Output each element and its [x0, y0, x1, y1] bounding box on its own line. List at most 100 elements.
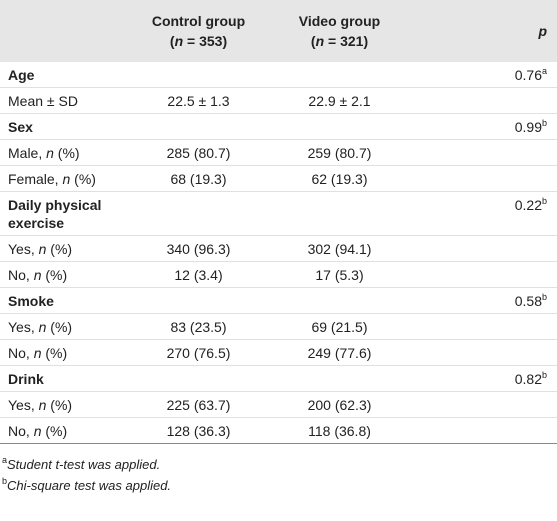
text: = 321)	[324, 33, 369, 49]
text: Female,	[8, 171, 63, 187]
cell	[422, 391, 557, 418]
italic-text: n	[38, 397, 47, 413]
italic-text: n	[38, 241, 47, 257]
italic-text: n	[46, 145, 54, 161]
text: (%)	[41, 345, 68, 361]
text: No,	[8, 267, 34, 283]
data-row: Male, n (%) 285 (80.7) 259 (80.7)	[0, 139, 557, 166]
cell: 200 (62.3)	[257, 391, 422, 418]
italic-text: n	[38, 319, 47, 335]
footnote: aStudent t-test was applied.	[2, 454, 557, 475]
cell: 83 (23.5)	[140, 313, 257, 340]
text: No,	[8, 423, 34, 439]
text: 225 (63.7)	[166, 397, 231, 413]
text: Control group	[151, 13, 246, 29]
cell: Yes, n (%)	[0, 235, 140, 262]
data-row: Female, n (%) 68 (19.3) 62 (19.3)	[0, 165, 557, 192]
cell	[422, 235, 557, 262]
cell: Drink	[0, 365, 140, 392]
cell: Smoke	[0, 287, 140, 314]
italic-text: n	[174, 33, 184, 49]
text: Video group	[298, 13, 381, 29]
cell: 128 (36.3)	[140, 417, 257, 444]
text: 118 (36.8)	[308, 423, 371, 439]
header-line: (n = 353)	[140, 31, 257, 51]
text: = 353)	[183, 33, 228, 49]
text: No,	[8, 345, 34, 361]
header-cell: p	[422, 0, 557, 62]
text: 259 (80.7)	[307, 145, 372, 161]
cell: 22.5 ± 1.3	[140, 87, 257, 114]
data-row: Yes, n (%) 225 (63.7) 200 (62.3)	[0, 391, 557, 418]
text: Mean ± SD	[8, 93, 78, 109]
cell: 62 (19.3)	[257, 165, 422, 192]
cell: 22.9 ± 2.1	[257, 87, 422, 114]
italic-text: n	[62, 171, 71, 187]
cell	[422, 313, 557, 340]
footnotes: aStudent t-test was applied. bChi-square …	[0, 444, 557, 496]
cell: 259 (80.7)	[257, 139, 422, 166]
text: Male,	[8, 145, 47, 161]
cell: 0.76a	[422, 62, 557, 88]
cell: 0.82b	[422, 365, 557, 392]
header-row: Control group (n = 353) Video group (n = 32…	[0, 0, 557, 62]
cell: 340 (96.3)	[140, 235, 257, 262]
cell: 12 (3.4)	[140, 261, 257, 288]
header-cell: Video group (n = 321)	[257, 0, 422, 62]
text: (	[169, 33, 175, 49]
text: Smoke	[8, 293, 54, 309]
cell: Yes, n (%)	[0, 391, 140, 418]
text: 68 (19.3)	[170, 171, 227, 187]
text: 270 (76.5)	[166, 345, 231, 361]
cell	[257, 191, 422, 236]
text: (%)	[70, 171, 96, 187]
superscript: b	[541, 118, 547, 128]
text: 340 (96.3)	[166, 241, 231, 257]
data-row: No, n (%) 128 (36.3) 118 (36.8)	[0, 417, 557, 444]
superscript: b	[2, 476, 8, 486]
cell	[422, 87, 557, 114]
text: (%)	[53, 145, 80, 161]
text: 0.76	[514, 67, 542, 83]
header-line: p	[422, 21, 547, 41]
table: Control group (n = 353) Video group (n = 32…	[0, 0, 557, 444]
data-row: Mean ± SD 22.5 ± 1.3 22.9 ± 2.1	[0, 87, 557, 114]
text: 0.58	[514, 293, 542, 309]
header-line: Video group	[257, 11, 422, 31]
cell: Female, n (%)	[0, 165, 140, 192]
italic-text: p	[538, 23, 547, 39]
cell	[257, 287, 422, 314]
text: 62 (19.3)	[311, 171, 368, 187]
italic-text: n	[33, 423, 42, 439]
superscript: a	[541, 66, 547, 76]
text: 0.82	[514, 371, 542, 387]
cell: Yes, n (%)	[0, 313, 140, 340]
superscript: a	[2, 455, 8, 465]
italic-text: n	[315, 33, 325, 49]
cell: No, n (%)	[0, 339, 140, 366]
text: 17 (5.3)	[315, 267, 364, 283]
cell: Age	[0, 62, 140, 88]
text: Drink	[8, 371, 44, 387]
cell	[422, 139, 557, 166]
text: 69 (21.5)	[311, 319, 368, 335]
text: (	[310, 33, 316, 49]
text: 83 (23.5)	[170, 319, 227, 335]
text: 0.99	[514, 119, 542, 135]
cell: 0.58b	[422, 287, 557, 314]
text: 302 (94.1)	[307, 241, 372, 257]
cell: No, n (%)	[0, 261, 140, 288]
data-row: No, n (%) 270 (76.5) 249 (77.6)	[0, 339, 557, 366]
text: Yes,	[8, 397, 39, 413]
section-row: Sex 0.99b	[0, 113, 557, 140]
text: 12 (3.4)	[174, 267, 223, 283]
header-cell	[0, 0, 140, 62]
data-row: No, n (%) 12 (3.4) 17 (5.3)	[0, 261, 557, 288]
superscript: b	[541, 196, 547, 206]
header-line: Control group	[140, 11, 257, 31]
cell: 17 (5.3)	[257, 261, 422, 288]
cell	[422, 165, 557, 192]
text: (%)	[46, 397, 73, 413]
section-row: Drink 0.82b	[0, 365, 557, 392]
